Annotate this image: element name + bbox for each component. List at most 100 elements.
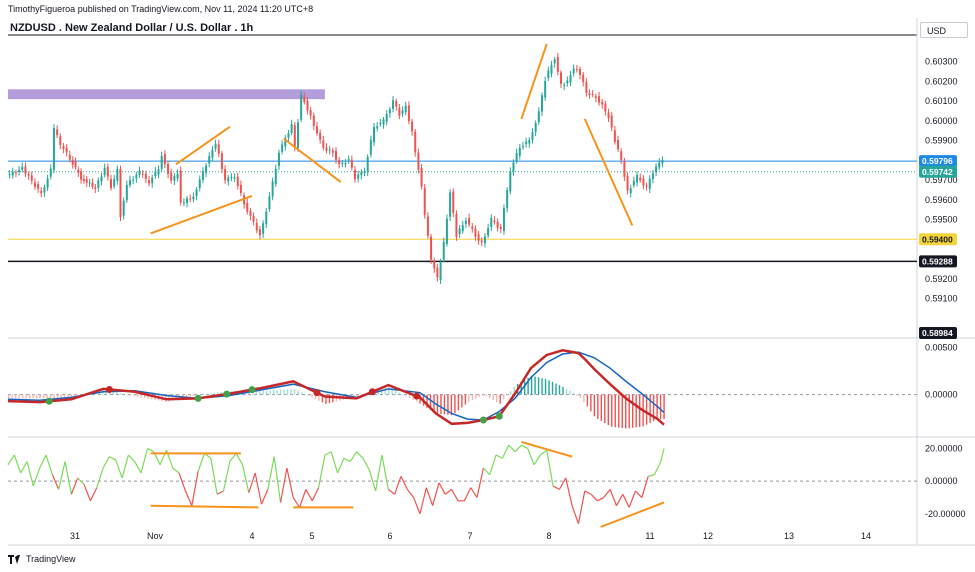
candle-body [293, 125, 296, 148]
candle-body [610, 115, 613, 128]
candle-body [119, 169, 122, 218]
oscillator-segment [514, 444, 522, 453]
macd-histogram-bar [63, 394, 66, 399]
candle-body [40, 190, 43, 194]
oscillator-segment [298, 489, 307, 508]
macd-histogram-bar [597, 394, 599, 419]
price-tick-label: 0.60100 [925, 96, 958, 106]
candle-body [436, 267, 439, 278]
macd-histogram-bar [544, 379, 547, 395]
candle-body [274, 168, 277, 185]
oscillator-segment [349, 451, 358, 462]
time-axis[interactable]: 31 Nov 4 5 6 7 8 11 12 13 14 [70, 531, 871, 541]
current-label-box [919, 165, 957, 178]
macd-histogram-bar [300, 392, 303, 395]
macd-histogram-bar [447, 394, 449, 415]
macd-histogram-bar [583, 394, 585, 403]
candle-body [468, 218, 471, 225]
oscillator-segment [375, 454, 383, 492]
price-tick-label: 0.59500 [925, 215, 958, 225]
candle-body [588, 93, 591, 96]
oscillator-segment [635, 490, 643, 498]
candle-body [379, 122, 382, 124]
macd-histogram-bar [604, 394, 606, 424]
cross-marker [105, 385, 113, 393]
candle-body [528, 139, 531, 144]
support-label-box [919, 233, 957, 246]
candle-body [585, 82, 588, 94]
oscillator-segment [648, 474, 655, 477]
price-tick-label: 0.59700 [925, 175, 958, 185]
candle-body [623, 160, 626, 177]
oscillator-segment [343, 457, 351, 463]
tradingview-logo[interactable]: TradingView [8, 554, 76, 564]
macd-histogram-bar [503, 394, 505, 400]
oscillator-segment [64, 461, 72, 495]
candle-body [201, 171, 204, 180]
candle-body [287, 133, 290, 138]
candle-body [129, 180, 132, 185]
level-label-box [919, 255, 957, 268]
oscillator-segment [381, 454, 389, 490]
oscillator-trendline [521, 440, 573, 458]
macd-histogram-bar [185, 394, 188, 398]
oscillator-segment [197, 453, 206, 472]
macd-histogram-bar [485, 394, 487, 396]
macd-histogram-bar [475, 394, 477, 399]
candle-body [94, 187, 97, 189]
candle-body [426, 216, 429, 236]
candle-body [109, 179, 112, 189]
macd-histogram-bar [579, 394, 582, 398]
macd-histogram-bar [217, 392, 219, 395]
macd-histogram-bar [614, 394, 616, 428]
macd-histogram-bar [140, 394, 142, 398]
candle-body [601, 101, 604, 105]
candle-body [490, 217, 493, 228]
price-axis[interactable]: 0.60300 0.60200 0.60100 0.60000 0.59900 0.597… [919, 57, 966, 519]
oscillator-segment [222, 461, 231, 492]
oscillator-segment [286, 467, 294, 498]
macd-histogram-bar [412, 394, 414, 400]
candle-body [122, 200, 125, 216]
candle-body [14, 172, 17, 174]
macd-histogram-bar [429, 394, 432, 410]
candle-body [629, 188, 632, 194]
oscillator-segment [279, 467, 288, 503]
macd-line [7, 348, 665, 426]
macd-histogram-bar [14, 394, 17, 399]
candle-body [645, 185, 648, 187]
macd-histogram-bar [548, 380, 550, 395]
candle-body [613, 130, 616, 142]
macd-histogram-bar [130, 394, 132, 396]
macd-histogram-bar [203, 393, 205, 395]
oscillator-segment [527, 448, 535, 466]
currency-selector[interactable]: USD [920, 22, 968, 38]
oscillator-segment [546, 449, 554, 487]
macd-histogram-bar [136, 394, 139, 397]
candle-body [68, 154, 71, 160]
candle-body [296, 122, 299, 148]
candle-body [344, 163, 347, 165]
oscillator-segment [324, 451, 332, 456]
candle-body [106, 167, 109, 177]
price-pane [8, 43, 917, 285]
candle-body [265, 211, 268, 225]
candle-body [43, 187, 46, 193]
macd-histogram-bar [527, 377, 529, 395]
candle-body [82, 178, 85, 182]
macd-histogram-bar [70, 394, 73, 399]
macd-histogram-bar [468, 394, 470, 402]
macd-tick-label: 0.00000 [925, 390, 958, 400]
candle-body [144, 174, 147, 179]
macd-histogram-bar [283, 389, 285, 395]
oscillator-segment [260, 489, 269, 505]
macd-histogram-bar [56, 394, 59, 399]
macd-histogram-bar [28, 394, 31, 399]
cross-marker [194, 394, 202, 402]
oscillator-segment [267, 456, 275, 490]
candle-body [335, 150, 337, 160]
candle-body [452, 191, 455, 213]
macd-histogram-bar [478, 394, 481, 397]
macd-histogram-bar [471, 394, 474, 401]
